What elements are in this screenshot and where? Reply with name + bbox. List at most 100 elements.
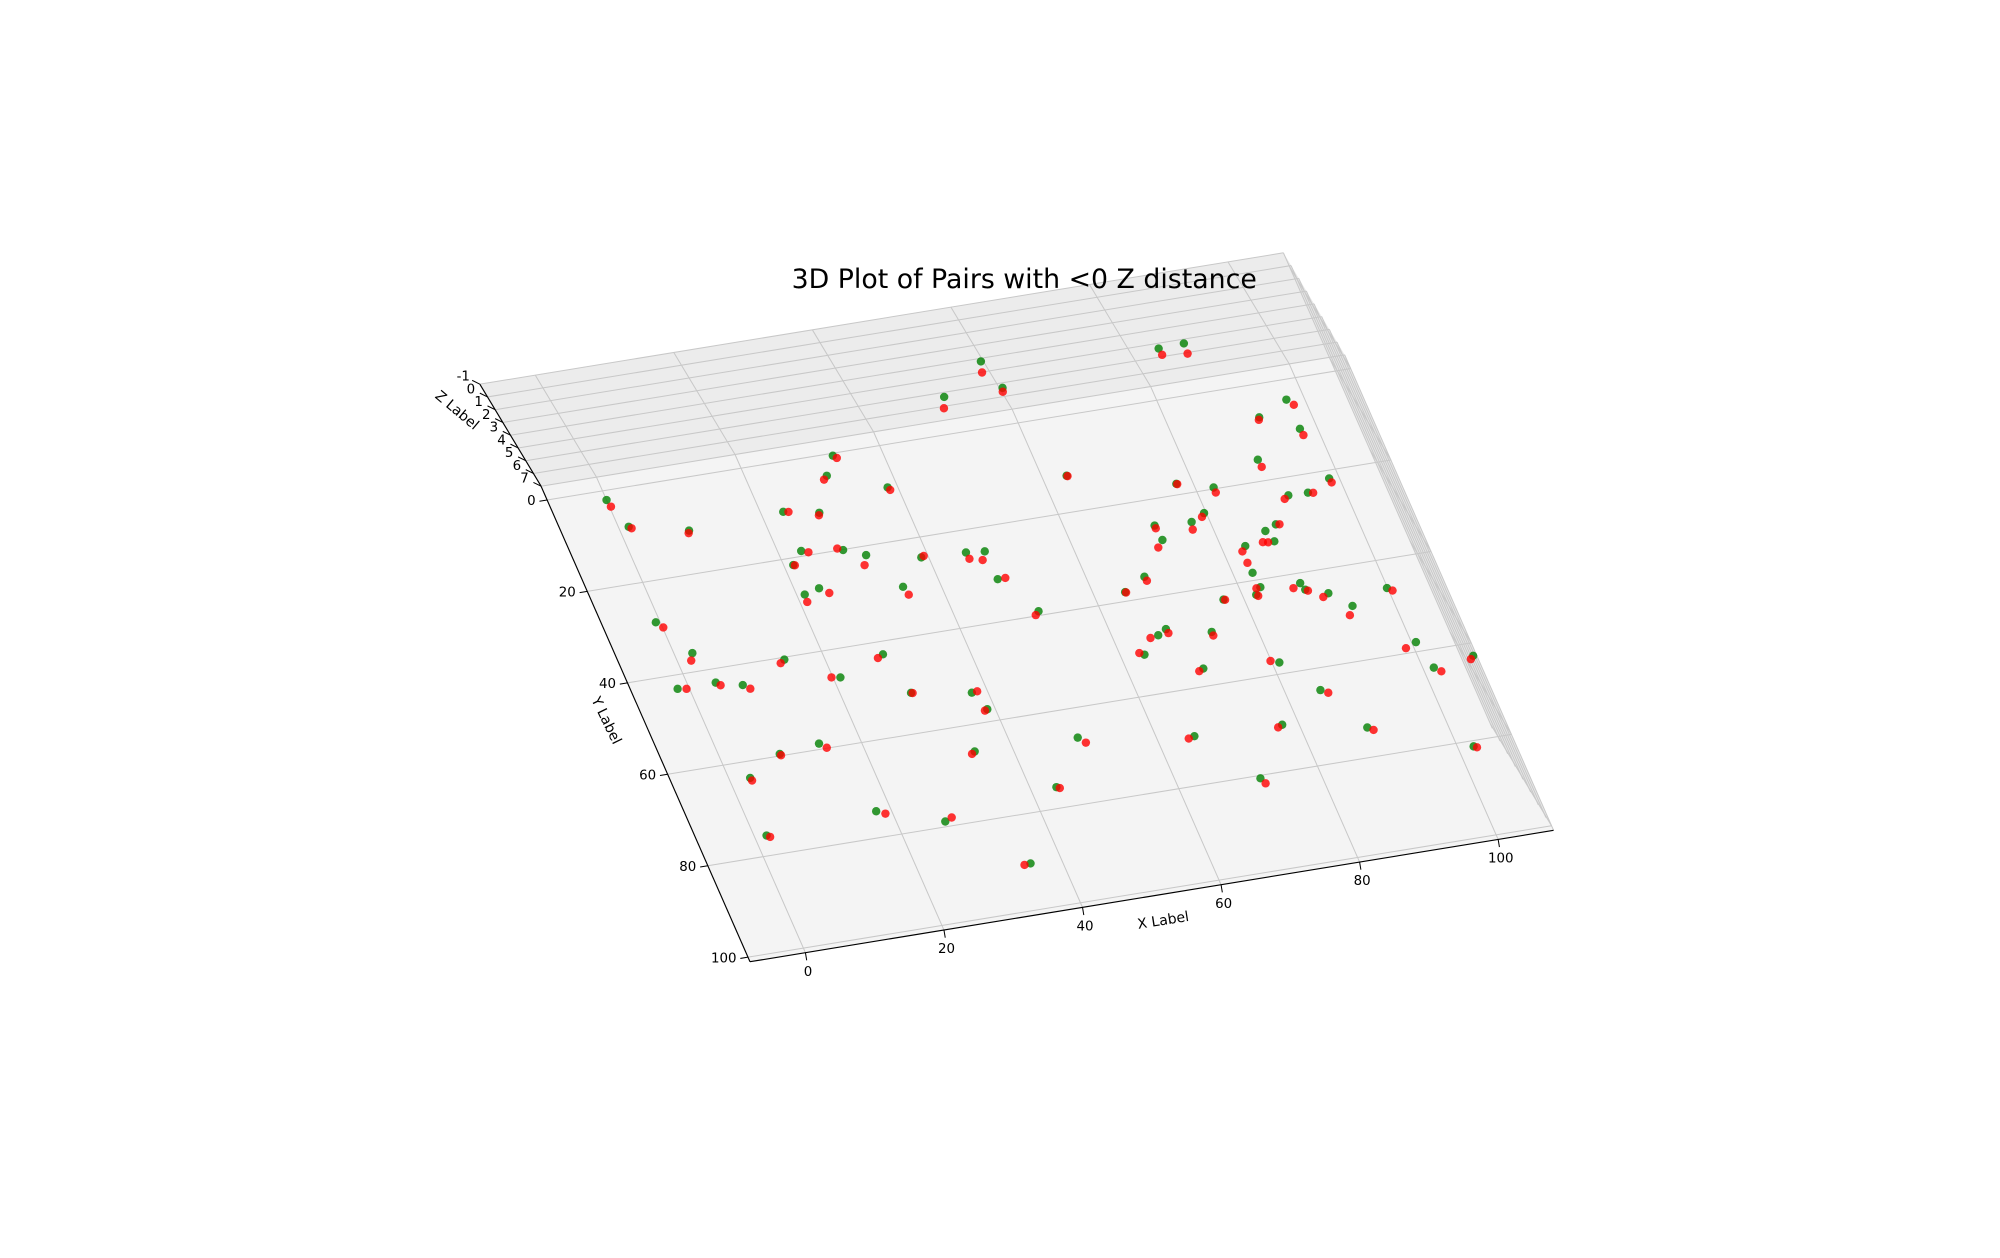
x-axis [749,829,1554,963]
tick-mark [539,499,548,502]
scatter-point [1275,520,1284,529]
scatter-point [825,588,834,598]
scatter-point [1238,547,1247,556]
tick-mark [471,379,481,385]
grid-line [627,550,1432,684]
y-axis [540,485,751,962]
scatter-point [1073,733,1082,742]
scatter-point [1154,344,1163,353]
scatter-point [1388,586,1397,595]
scatter-point [1345,610,1355,620]
y-tick-label: 40 [599,677,616,692]
grid-line [510,303,1315,436]
z-tick-label: 6 [513,459,522,474]
tick-mark [740,956,749,959]
scatter-point [1184,734,1193,743]
scatter-point [1263,538,1273,547]
scatter-point [688,648,697,658]
scatter-point [1282,395,1291,404]
scatter-point [1243,558,1252,568]
tick-mark [1359,861,1362,870]
tick-mark [619,682,628,685]
grid-line [1290,265,1501,742]
scatter-point [1280,494,1289,504]
scatter-point [977,368,987,377]
floor-pane [541,354,1554,962]
scatter-point [1183,349,1192,358]
scatter-point [827,673,836,682]
scatter-point [765,832,775,842]
scatter-point [1411,637,1421,647]
grid-line [1011,409,1222,885]
scatter-point [784,507,793,517]
scatter-point [947,813,956,822]
grid-line [1150,386,1361,863]
z-tick-label: 4 [497,433,506,448]
tick-mark [1220,884,1223,893]
scatter-point [1154,543,1163,552]
scatter-point [804,548,813,557]
scatter-point [1348,601,1357,611]
scatter-point [939,392,949,402]
scatter-point [1020,860,1029,870]
scatter-point [1121,588,1131,597]
tick-mark [804,952,808,961]
scatter-point [1270,537,1279,546]
tick-mark [1082,907,1085,916]
scatter-point [1429,663,1439,672]
scatter-point [908,688,917,698]
z-tick-label: 3 [490,421,499,436]
scatter-point [1472,743,1482,752]
grid-line [747,825,1552,958]
tick-mark [510,443,519,449]
grid-line [525,328,1330,462]
tick-mark [487,405,496,411]
grid-line [1336,341,1547,818]
scatter-point [873,653,883,663]
scatter-point [980,706,990,715]
scatter-point [1142,576,1152,585]
grid-line [1328,329,1539,806]
scatter-point [993,574,1002,584]
scatter-point [965,554,974,564]
scatter-point [1273,723,1283,732]
grid-line [479,252,1284,385]
scatter-point [1295,424,1305,434]
tick-mark [579,590,588,594]
scatter-point [881,809,890,818]
tick-mark [943,929,946,938]
scatter-point [860,560,869,570]
scatter-point [976,357,986,366]
scatter-point [800,590,809,599]
z-tick-label: 5 [505,446,514,461]
scatter-point [1401,643,1411,653]
scatter-point [961,548,971,557]
z-tick-label: 0 [467,382,476,397]
scatter-point [941,817,950,826]
scatter-point [861,550,871,560]
grid-line [1321,316,1532,793]
scatter-point [819,475,829,484]
grid-line [518,316,1322,449]
scatter-point [659,623,668,632]
x-tick-label: 20 [938,942,955,957]
z-tick-label: 1 [474,395,483,410]
x-tick-label: 100 [1488,852,1514,867]
chart-title: 3D Plot of Pairs with <0 Z distance [792,264,1257,295]
scatter-point [1261,779,1270,788]
scatter-point [1179,339,1189,348]
scatter-point [1164,628,1173,638]
scatter-point [885,485,895,495]
scatter-point [1254,591,1263,601]
grid-line [596,476,806,953]
x-tick-label: 80 [1354,874,1371,889]
scatter-point [1254,415,1264,425]
scatter-point [803,597,812,607]
scatter-point [1437,667,1446,676]
scatter-point [1055,783,1065,793]
grid-line [667,642,1472,775]
y-tick-label: 100 [711,951,737,966]
scatter-point [832,453,842,463]
scatter-point [833,544,842,553]
scatter-point [682,684,691,694]
